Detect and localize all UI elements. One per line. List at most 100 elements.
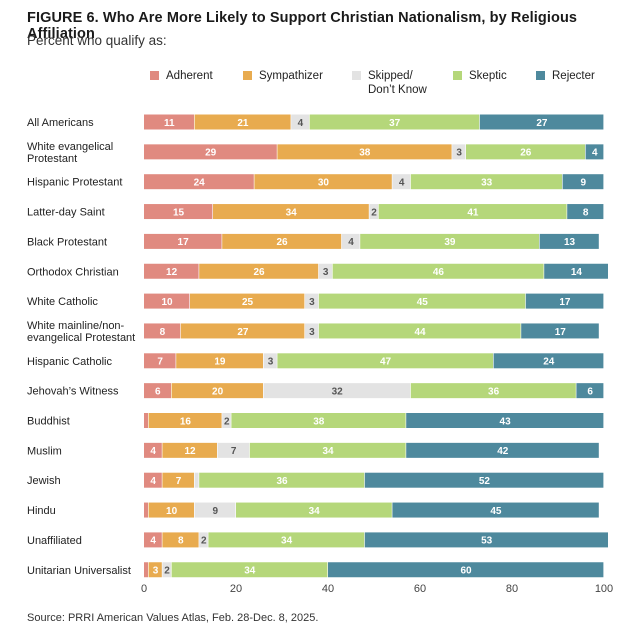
bar-segment-sympathizer [162, 472, 194, 488]
data-label-skipped: 3 [309, 297, 315, 308]
bar-segment-rejecter [364, 532, 608, 548]
bar-segment-skipped [305, 293, 319, 309]
data-label-skeptic: 41 [467, 207, 479, 218]
category-label: Latter-day Saint [27, 207, 105, 219]
data-label-rejecter: 24 [543, 357, 555, 368]
bar-segment-rejecter [525, 293, 604, 309]
data-label-skeptic: 45 [417, 297, 429, 308]
data-label-sympathizer: 10 [166, 506, 178, 517]
data-label-skeptic: 34 [309, 506, 321, 517]
bar-segment-rejecter [392, 502, 599, 518]
bar-segment-skipped [199, 532, 208, 548]
data-label-skipped: 3 [456, 148, 462, 159]
data-label-skeptic: 39 [444, 237, 456, 248]
data-label-rejecter: 9 [581, 178, 587, 189]
bar-segment-skipped [452, 144, 466, 160]
bar-segment-skipped [222, 413, 231, 428]
bar-segment-sympathizer [148, 413, 222, 428]
data-label-rejecter: 17 [559, 297, 571, 308]
bar-segment-adherent [144, 353, 176, 369]
bar-segment-sympathizer [171, 383, 263, 399]
bar-segment-skipped [392, 174, 411, 190]
category-label: Muslim [27, 445, 62, 457]
bar-segment-skeptic [231, 413, 406, 428]
data-label-adherent: 6 [155, 386, 161, 397]
bar-segment-adherent [144, 562, 148, 578]
bar-segment-sympathizer [194, 114, 291, 130]
data-label-skipped: 4 [298, 118, 304, 129]
bar-segment-adherent [144, 442, 162, 458]
bar-segment-skipped [305, 323, 319, 339]
category-label: White evangelical Protestant [27, 141, 113, 165]
bar-segment-skipped [194, 472, 199, 488]
data-label-adherent: 17 [178, 237, 190, 248]
data-label-adherent: 10 [161, 297, 173, 308]
data-label-sympathizer: 26 [253, 267, 265, 278]
data-label-sympathizer: 20 [212, 386, 224, 397]
bar-segment-adherent [144, 323, 181, 339]
data-label-sympathizer: 7 [176, 476, 182, 487]
bar-segment-skeptic [378, 204, 567, 220]
bar-segment-skipped [291, 114, 309, 130]
data-label-skipped: 7 [231, 446, 237, 457]
data-label-sympathizer: 30 [318, 178, 330, 189]
data-label-adherent: 4 [150, 446, 156, 457]
bar-segment-skeptic [309, 114, 480, 130]
data-label-adherent: 8 [160, 327, 166, 338]
bar-segment-skipped [194, 502, 236, 518]
bar-segment-rejecter [562, 174, 604, 190]
data-label-adherent: 15 [173, 207, 185, 218]
category-label: All Americans [27, 117, 94, 129]
bar-segment-sympathizer [148, 562, 162, 578]
legend-swatch-adherent [150, 71, 159, 80]
data-label-sympathizer: 21 [237, 118, 249, 129]
bar-segment-sympathizer [277, 144, 452, 160]
category-label: Jewish [27, 475, 61, 487]
data-label-rejecter: 8 [583, 207, 589, 218]
data-label-sympathizer: 25 [242, 297, 254, 308]
data-label-skeptic: 47 [380, 357, 392, 368]
bar-segment-rejecter [544, 263, 608, 279]
data-label-sympathizer: 26 [276, 237, 288, 248]
bar-segment-rejecter [585, 144, 604, 160]
bar-segment-sympathizer [199, 263, 319, 279]
bar-segment-skeptic [466, 144, 585, 160]
data-label-sympathizer: 12 [184, 446, 196, 457]
data-label-adherent: 12 [166, 267, 178, 278]
category-label: Orthodox Christian [27, 266, 119, 278]
data-label-skeptic: 38 [313, 416, 325, 427]
bar-segment-skeptic [318, 293, 526, 309]
data-label-sympathizer: 27 [237, 327, 249, 338]
bar-segment-adherent [144, 174, 254, 190]
x-tick-label: 60 [414, 583, 426, 595]
bar-segment-rejecter [567, 204, 604, 220]
bar-segment-rejecter [576, 383, 604, 399]
data-label-skipped: 2 [164, 566, 170, 577]
data-label-sympathizer: 34 [286, 207, 298, 218]
x-tick-label: 100 [595, 583, 613, 595]
bar-segment-adherent [144, 144, 277, 160]
bar-segment-adherent [144, 293, 190, 309]
bar-segment-adherent [144, 472, 162, 488]
category-label: White mainline/non-evangelical Protestan… [27, 320, 135, 344]
data-label-sympathizer: 19 [214, 357, 226, 368]
category-label: Unaffiliated [27, 535, 82, 547]
data-label-skeptic: 26 [520, 148, 532, 159]
bar-segment-adherent [144, 413, 148, 428]
data-label-skeptic: 34 [281, 536, 293, 547]
data-label-adherent: 4 [150, 536, 156, 547]
legend-label-adherent: Adherent [166, 70, 213, 82]
bar-segment-skeptic [249, 442, 406, 458]
bar-segment-skeptic [236, 502, 392, 518]
chart-legend: Adherent Sympathizer Skipped/ Don’t Know… [0, 0, 640, 110]
bar-segment-rejecter [364, 472, 604, 488]
category-label: Hindu [27, 505, 56, 517]
data-label-skeptic: 46 [433, 267, 445, 278]
bar-segment-rejecter [328, 562, 604, 578]
bar-segment-adherent [144, 204, 213, 220]
bar-segment-skipped [263, 353, 277, 369]
category-label: Hispanic Catholic [27, 356, 112, 368]
data-label-skipped: 3 [268, 357, 274, 368]
bar-segment-sympathizer [254, 174, 392, 190]
